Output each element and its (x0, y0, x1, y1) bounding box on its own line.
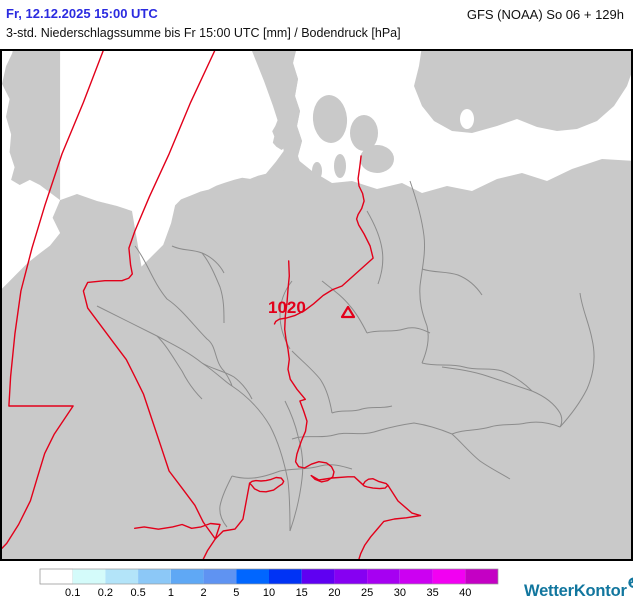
svg-text:2: 2 (201, 587, 207, 599)
svg-text:1020: 1020 (268, 298, 306, 317)
svg-text:30: 30 (394, 587, 406, 599)
svg-text:40: 40 (459, 587, 471, 599)
svg-text:15: 15 (296, 587, 308, 599)
svg-text:20: 20 (328, 587, 340, 599)
svg-text:0.2: 0.2 (98, 587, 113, 599)
svg-text:10: 10 (263, 587, 275, 599)
svg-text:0.1: 0.1 (65, 587, 80, 599)
svg-text:25: 25 (361, 587, 373, 599)
svg-text:5: 5 (233, 587, 239, 599)
svg-text:0.5: 0.5 (130, 587, 145, 599)
svg-text:1: 1 (168, 587, 174, 599)
svg-text:35: 35 (426, 587, 438, 599)
